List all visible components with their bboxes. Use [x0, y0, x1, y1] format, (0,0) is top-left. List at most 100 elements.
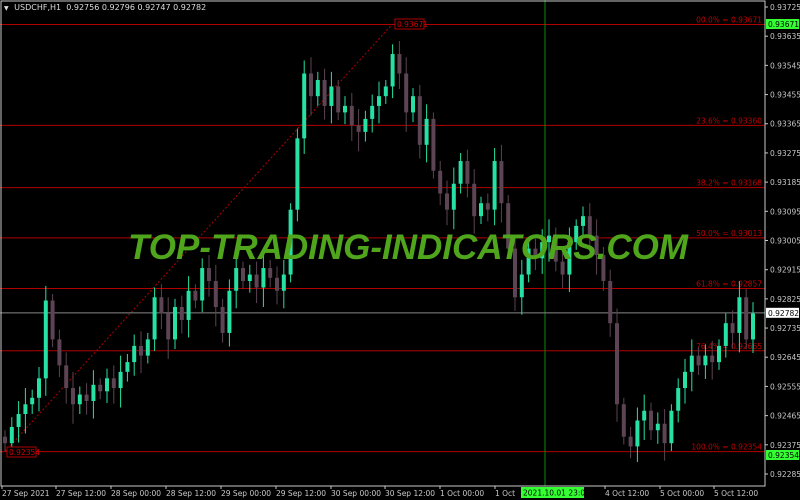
price-label: 0.92735: [770, 324, 800, 333]
candle-body: [744, 297, 749, 340]
crosshair-time-text: 2021.10.01 23:00: [523, 489, 590, 498]
candle-body: [540, 242, 545, 259]
candle-body: [560, 261, 565, 275]
candle-body: [458, 161, 463, 184]
candle-body: [608, 281, 613, 324]
time-label: 30 Sep 00:00: [331, 489, 381, 498]
current-price-tag: 0.92782: [766, 307, 799, 318]
candle: [492, 148, 497, 226]
time-label: 5 Oct 12:00: [714, 489, 758, 498]
price-axis[interactable]: 0.93725 0.93635 0.93545 0.93455 0.93365 0.932…: [765, 3, 800, 479]
candle-body: [349, 105, 354, 126]
candle: [179, 295, 184, 334]
candle-body: [513, 248, 517, 298]
candle-body: [288, 209, 293, 275]
candle-body: [574, 225, 579, 243]
time-axis[interactable]: 27 Sep 2021 27 Sep 12:00 28 Sep 00:00 28 Se…: [1, 486, 758, 498]
candle: [404, 57, 409, 132]
candle-body: [166, 313, 171, 340]
candle: [71, 371, 75, 424]
candle-body: [696, 355, 701, 366]
candle: [3, 430, 7, 451]
candle: [451, 167, 456, 230]
price-label: 0.92825: [770, 295, 800, 304]
candle: [315, 71, 320, 106]
candle: [621, 397, 626, 445]
candle-body: [179, 306, 184, 320]
candle: [370, 94, 375, 133]
candle: [717, 339, 721, 370]
price-label: 0.92555: [770, 382, 800, 391]
candle: [417, 84, 422, 159]
candle: [329, 71, 334, 124]
candle: [43, 285, 48, 396]
price-label: 0.93095: [770, 207, 800, 216]
candle-body: [621, 404, 626, 437]
candle-body: [241, 268, 245, 282]
time-label: 30 Sep 12:00: [385, 489, 435, 498]
candle: [649, 402, 653, 440]
candle-body: [125, 362, 130, 372]
candle-body: [553, 235, 558, 262]
candle-body: [479, 203, 483, 217]
candle-body: [655, 423, 660, 431]
candle: [302, 60, 307, 154]
candle: [696, 347, 701, 376]
candle: [445, 180, 449, 226]
candle-body: [526, 248, 531, 275]
fib-low-price-text: 0.92354: [768, 451, 799, 460]
candle-body: [343, 105, 347, 113]
candle: [30, 389, 35, 414]
candle: [411, 88, 415, 123]
candle-body: [77, 394, 82, 405]
candle-body: [519, 274, 524, 298]
candle-body: [57, 339, 62, 366]
candle-body: [581, 216, 585, 226]
candle-body: [628, 436, 633, 447]
candle-body: [220, 306, 225, 333]
candle-body: [329, 86, 334, 106]
candle: [295, 128, 300, 222]
candle: [50, 294, 55, 348]
candle: [84, 383, 89, 415]
candle-body: [383, 86, 388, 97]
dropdown-triangle-icon[interactable]: ▼: [4, 5, 9, 12]
candle: [363, 110, 368, 142]
candle-body: [98, 384, 103, 392]
candle-body: [84, 394, 89, 402]
price-label: 0.93365: [770, 120, 800, 129]
candle-body: [159, 297, 164, 314]
candle-body: [445, 193, 449, 210]
candle-body: [642, 410, 647, 421]
candle-body: [411, 96, 415, 113]
candle-body: [322, 79, 327, 106]
fib-low-tag: 0.92354: [6, 446, 40, 458]
candle: [689, 339, 694, 392]
candle-body: [363, 118, 368, 132]
time-label: 5 Oct 00:00: [660, 489, 704, 498]
candle: [91, 370, 96, 419]
candle-body: [50, 300, 55, 340]
candle: [594, 219, 599, 275]
chart-header: ▼ USDCHF,H1 0.92756 0.92796 0.92747 0.92…: [4, 3, 206, 12]
fib-level-label: 76.4% = 0.92665: [696, 342, 762, 351]
candle: [200, 258, 205, 313]
candle: [506, 195, 511, 259]
candle-body: [207, 268, 211, 282]
candle-body: [587, 216, 592, 236]
candle-body: [336, 86, 341, 113]
candle: [377, 81, 381, 124]
candle-body: [200, 268, 205, 301]
price-label: 0.93275: [770, 149, 800, 158]
candle-body: [649, 410, 653, 431]
fibonacci-trendline[interactable]: [4, 24, 393, 452]
candle-body: [492, 161, 497, 210]
candle: [64, 352, 69, 404]
candle: [547, 219, 551, 262]
candle: [465, 149, 470, 198]
candle-body: [139, 345, 143, 356]
candle: [268, 259, 273, 288]
candle: [125, 354, 130, 382]
candle: [254, 261, 259, 304]
